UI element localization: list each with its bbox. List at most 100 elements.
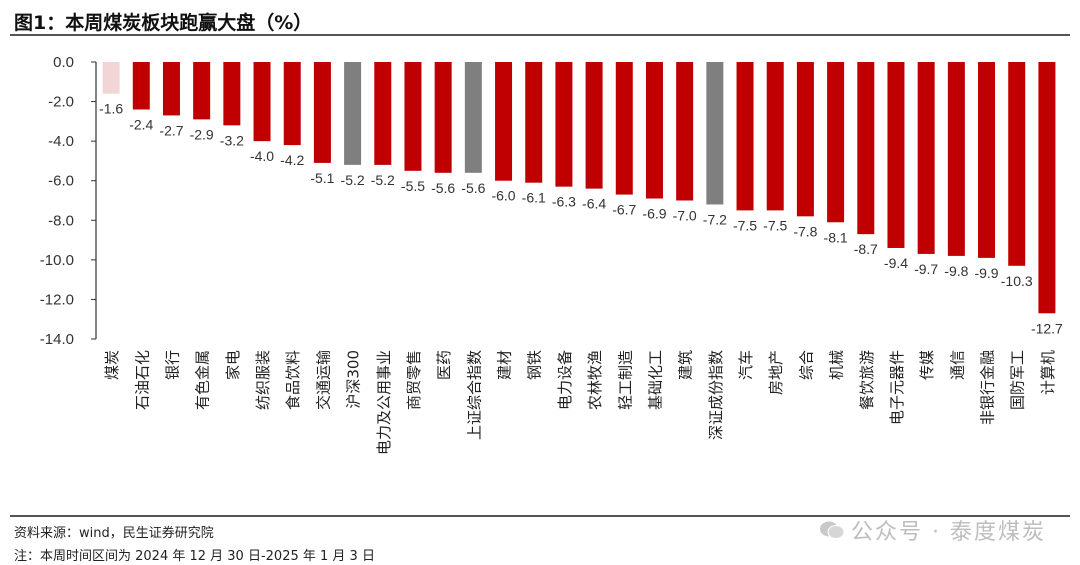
bar [253, 62, 271, 142]
category-label: 电力设备 [556, 350, 574, 410]
data-label: -8.7 [854, 241, 878, 257]
data-label: -7.2 [703, 211, 727, 227]
category-label: 电子元器件 [888, 350, 906, 425]
bar [495, 62, 513, 181]
bar-chart: 0.0 -2.0 -4.0 -6.0 -8.0 -10.0 -12.0 -14.0 -1.6 煤炭… [40, 54, 1063, 455]
bar [766, 62, 784, 211]
bar [827, 62, 845, 223]
category-label: 电力及公用事业 [375, 350, 393, 455]
data-label: -7.5 [763, 217, 787, 233]
bar [162, 62, 180, 116]
category-label: 有色金属 [194, 350, 212, 410]
category-label: 银行 [163, 350, 181, 380]
bar [887, 62, 905, 248]
chart-title: 图1：本周煤炭板块跑赢大盘（%） [14, 12, 313, 34]
category-label: 机械 [828, 350, 846, 380]
data-label: -6.1 [522, 190, 546, 206]
bar [736, 62, 754, 211]
bar [917, 62, 935, 254]
bar [1008, 62, 1026, 266]
data-label: -5.1 [310, 170, 334, 186]
data-label: -6.3 [552, 194, 576, 210]
category-label: 建材 [496, 350, 514, 380]
category-label: 沪深300 [345, 350, 363, 409]
bar [313, 62, 331, 163]
data-label: -2.4 [129, 116, 153, 132]
category-label: 深证成份指数 [707, 350, 725, 440]
category-label: 建筑 [677, 350, 695, 380]
y-tick-label: 0.0 [53, 54, 74, 71]
data-label: -5.2 [371, 172, 395, 188]
bar [978, 62, 996, 258]
category-label: 通信 [948, 350, 966, 380]
bar [1038, 62, 1056, 314]
bar [555, 62, 573, 187]
bar [645, 62, 663, 199]
bar [344, 62, 362, 165]
category-label: 商贸零售 [405, 350, 423, 410]
category-label: 钢铁 [526, 350, 544, 380]
category-label: 综合 [797, 350, 815, 380]
category-label: 农林牧渔 [586, 350, 604, 410]
wechat-icon [820, 521, 845, 539]
category-label: 家电 [224, 350, 242, 380]
category-label: 医药 [435, 350, 453, 380]
data-label: -9.9 [974, 265, 998, 281]
data-label: -8.1 [824, 229, 848, 245]
data-label: -9.4 [884, 255, 908, 271]
data-label: -2.9 [190, 126, 214, 142]
bar [434, 62, 452, 173]
data-label: -6.4 [582, 196, 606, 212]
data-label: -6.7 [612, 202, 636, 218]
data-label: -9.8 [944, 263, 968, 279]
data-label: -5.2 [341, 172, 365, 188]
y-tick-label: -6.0 [48, 173, 74, 190]
bar [585, 62, 603, 189]
category-label: 国防军工 [1009, 350, 1027, 410]
category-label: 非银行金融 [979, 350, 997, 425]
category-label: 房地产 [767, 350, 785, 395]
y-tick-label: -8.0 [48, 212, 74, 229]
category-label: 石油石化 [133, 350, 151, 410]
data-label: -5.6 [431, 180, 455, 196]
watermark-text: 公众号 · 泰度煤炭 [851, 520, 1046, 545]
data-label: -6.0 [491, 188, 515, 204]
data-label: -3.2 [220, 132, 244, 148]
category-label: 计算机 [1039, 350, 1057, 395]
bar [283, 62, 301, 146]
data-label: -10.3 [1001, 273, 1033, 289]
y-tick-label: -10.0 [40, 252, 74, 269]
top-rule [10, 34, 1070, 36]
data-label: -9.7 [914, 261, 938, 277]
category-label: 纺织服装 [254, 350, 272, 410]
bar [676, 62, 694, 201]
bar [525, 62, 543, 183]
bar [223, 62, 241, 126]
category-label: 煤炭 [103, 350, 121, 380]
data-label: -12.7 [1031, 320, 1063, 336]
data-label: -7.8 [793, 223, 817, 239]
category-label: 汽车 [737, 350, 755, 380]
data-label: -5.5 [401, 178, 425, 194]
period-note: 注：本周时间区间为 2024 年 12 月 30 日-2025 年 1 月 3 … [14, 549, 375, 564]
bottom-rule [10, 515, 1070, 517]
y-tick-label: -4.0 [48, 133, 74, 150]
data-label: -1.6 [99, 101, 123, 117]
category-label: 基础化工 [646, 350, 664, 410]
data-label: -5.6 [461, 180, 485, 196]
watermark: 公众号 · 泰度煤炭 [819, 514, 1046, 546]
data-label: -7.0 [673, 208, 697, 224]
bar [947, 62, 965, 256]
bar [857, 62, 875, 235]
data-label: -6.9 [642, 206, 666, 222]
bar [193, 62, 211, 120]
category-label: 食品饮料 [284, 350, 302, 410]
bar [102, 62, 120, 94]
category-label: 餐饮旅游 [858, 350, 876, 410]
bar [796, 62, 814, 217]
bar [374, 62, 392, 165]
category-label: 交通运输 [314, 350, 332, 410]
data-label: -4.2 [280, 152, 304, 168]
bar [464, 62, 482, 173]
y-tick-label: -12.0 [40, 291, 74, 308]
